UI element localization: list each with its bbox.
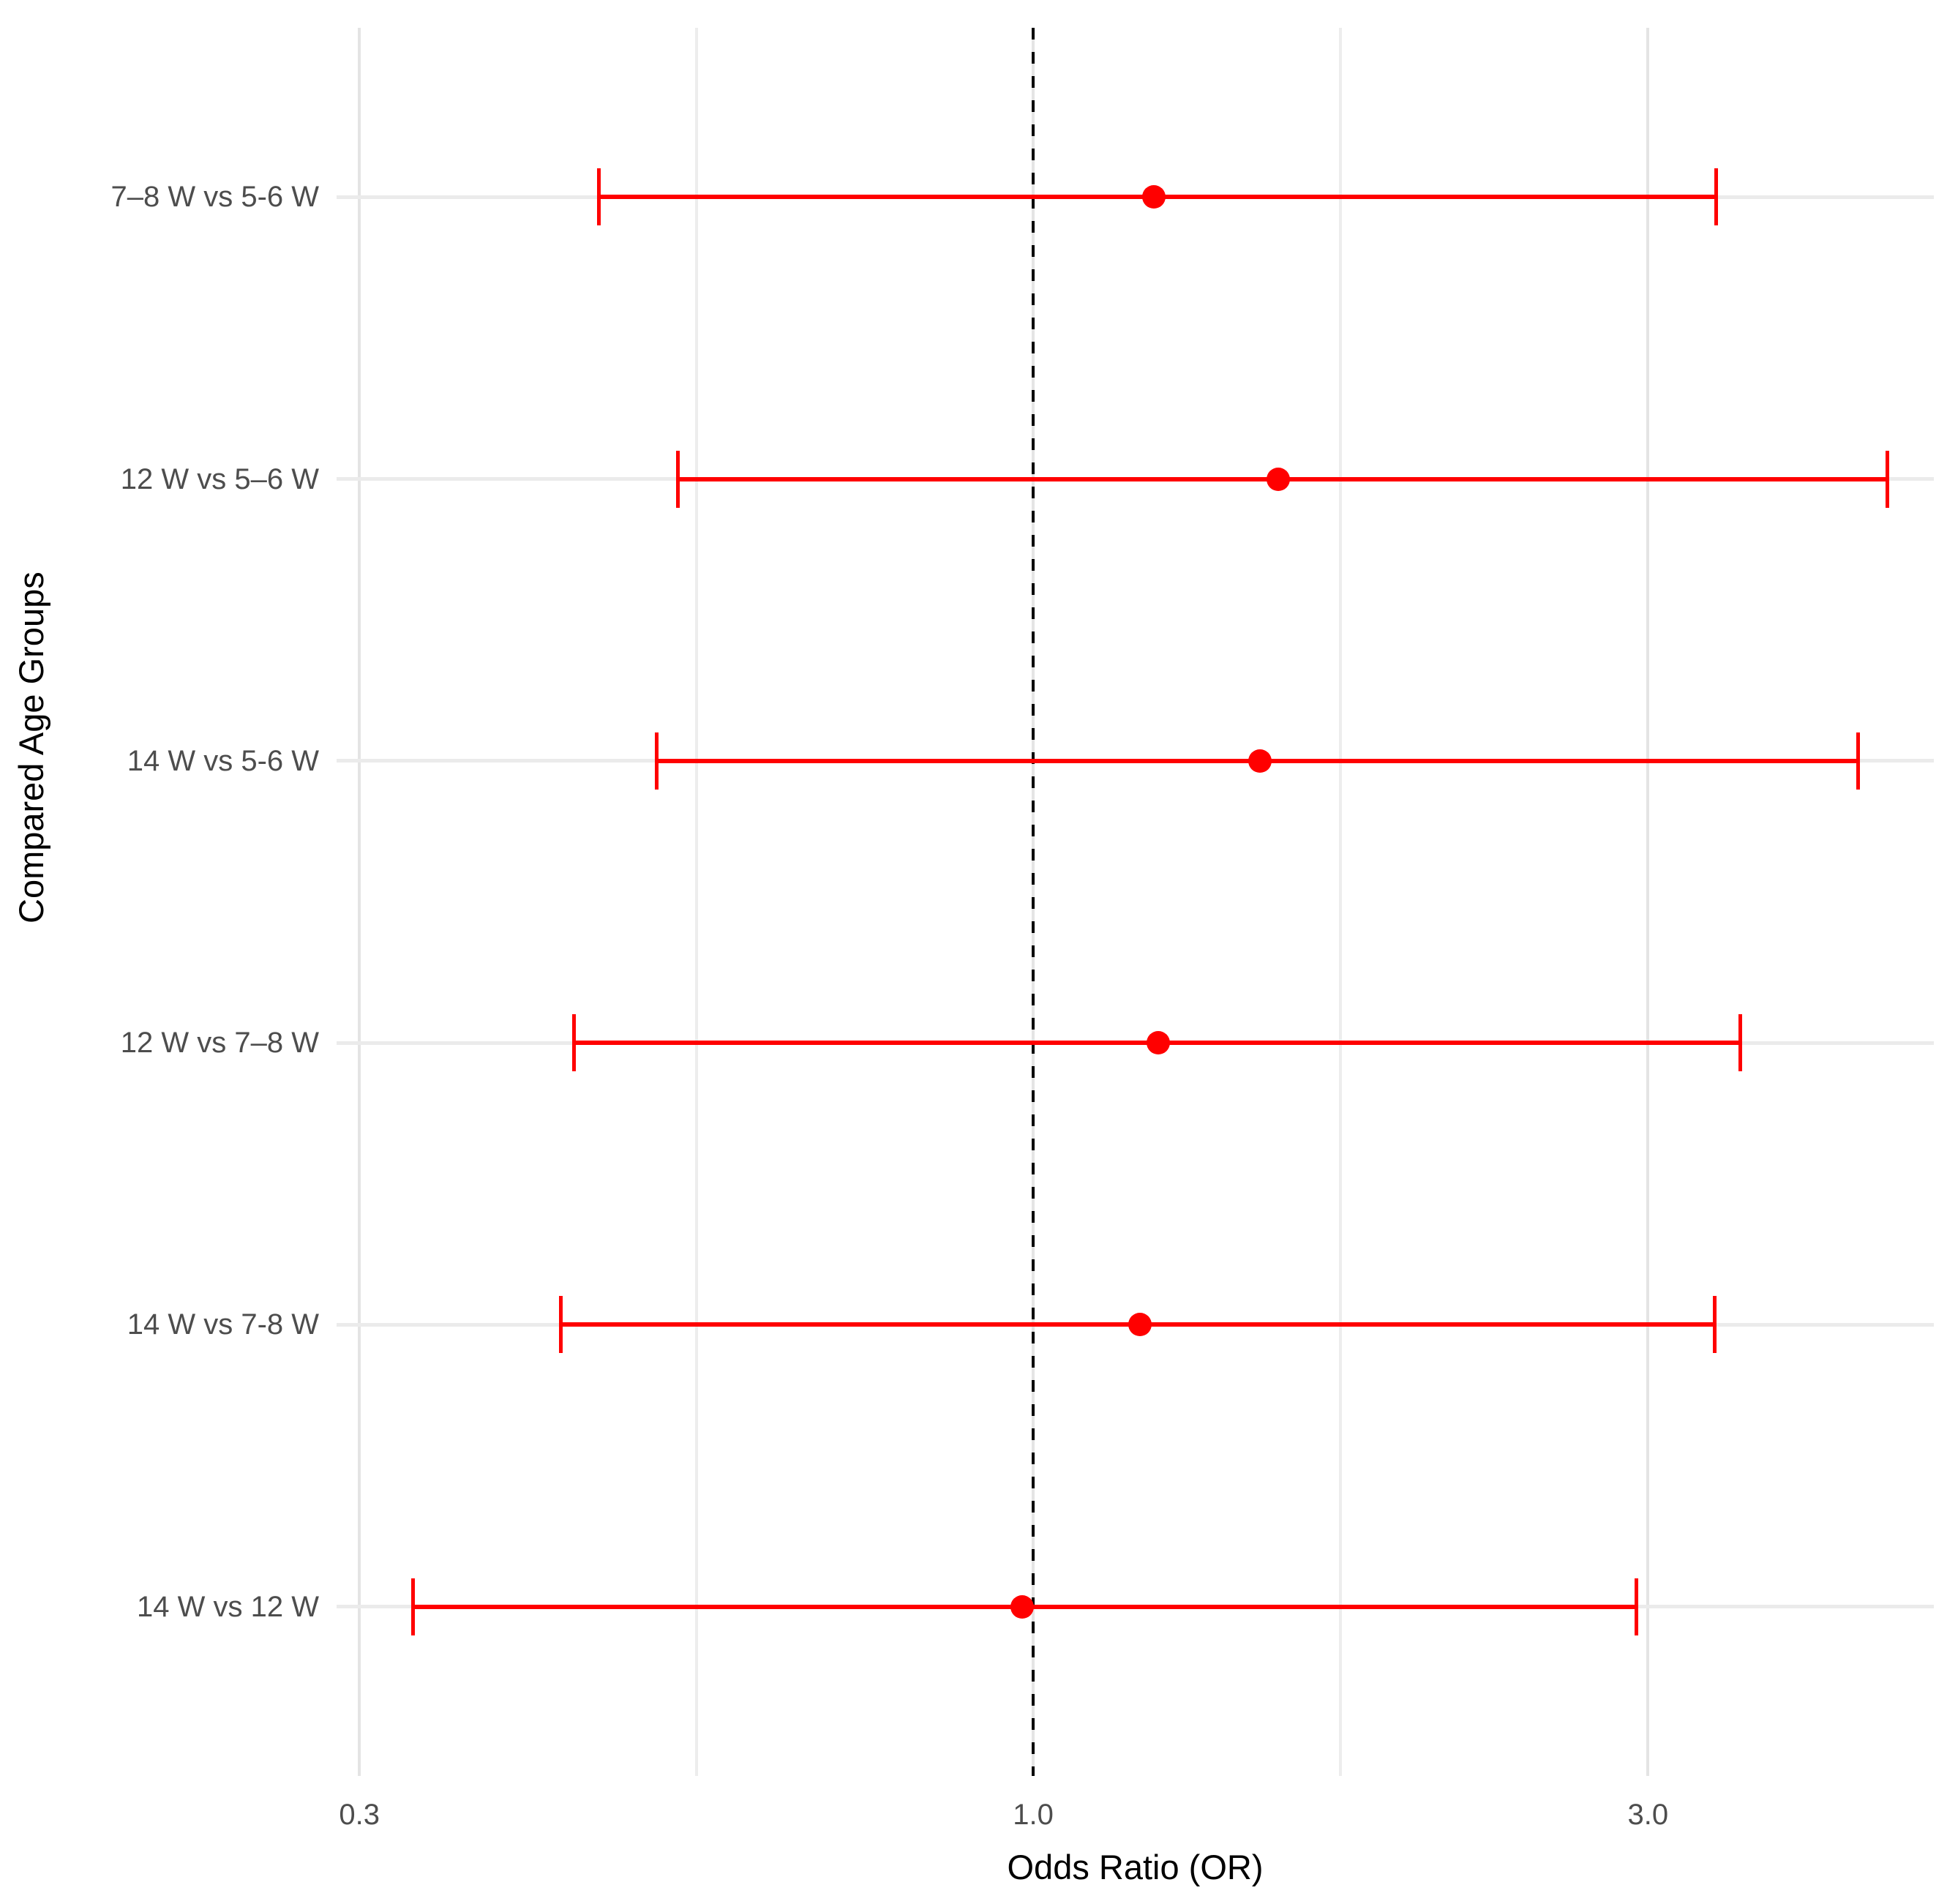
- error-bar-cap-right: [1713, 1296, 1717, 1354]
- x-gridline-minor: [695, 28, 699, 1776]
- odds-ratio-point: [1141, 185, 1166, 209]
- y-axis-label: 7–8 W vs 5-6 W: [110, 181, 319, 214]
- y-axis-label: 12 W vs 7–8 W: [120, 1027, 319, 1060]
- odds-ratio-point: [1267, 467, 1291, 491]
- error-bar-cap-left: [596, 168, 601, 226]
- x-gridline-major: [358, 28, 361, 1776]
- x-axis-title: Odds Ratio (OR): [1007, 1848, 1264, 1886]
- error-bar-cap-left: [571, 1014, 576, 1072]
- x-gridline-major: [1646, 28, 1650, 1776]
- error-bar-cap-left: [654, 732, 659, 790]
- plot-panel: [337, 28, 1934, 1776]
- odds-ratio-point: [1146, 1031, 1170, 1055]
- x-gridline-minor: [1339, 28, 1343, 1776]
- odds-ratio-point: [1128, 1313, 1152, 1337]
- error-bar-cap-right: [1738, 1014, 1743, 1072]
- x-tick-label: 0.3: [339, 1799, 380, 1831]
- odds-ratio-point: [1010, 1594, 1034, 1619]
- y-axis-label: 14 W vs 7-8 W: [127, 1308, 319, 1341]
- y-axis-label: 14 W vs 12 W: [137, 1590, 319, 1623]
- error-bar-cap-right: [1885, 450, 1889, 508]
- y-axis-label: 12 W vs 5–6 W: [120, 462, 319, 495]
- error-bar-cap-left: [559, 1296, 563, 1354]
- y-axis-label: 14 W vs 5-6 W: [127, 744, 319, 777]
- x-tick-label: 1.0: [1013, 1799, 1054, 1831]
- error-bar-cap-left: [675, 450, 680, 508]
- error-bar-cap-right: [1856, 732, 1861, 790]
- error-bar-cap-right: [1635, 1578, 1639, 1635]
- x-tick-label: 3.0: [1627, 1799, 1669, 1831]
- error-bar-cap-left: [410, 1578, 415, 1635]
- reference-line-or-1: [1032, 28, 1035, 1776]
- error-bar-cap-right: [1714, 168, 1719, 226]
- odds-ratio-point: [1248, 749, 1272, 773]
